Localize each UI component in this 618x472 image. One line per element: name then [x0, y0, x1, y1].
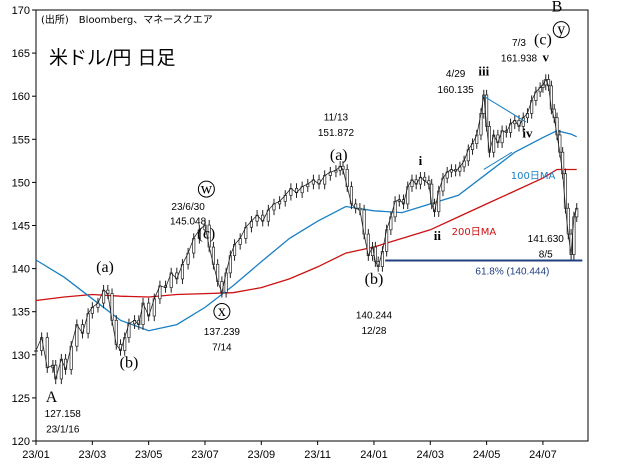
- wave-label-v: v: [543, 50, 550, 65]
- wave-label-ii: ii: [434, 228, 442, 243]
- x-axis: 23/01 23/03 23/05 23/07 23/09 23/11 24/01 24/03…: [22, 441, 557, 461]
- annotation-w2: 145.048: [170, 217, 207, 228]
- wave-label-wb1: (b): [120, 355, 139, 372]
- y-tick-label: 135: [12, 307, 30, 319]
- price-candle-body: [430, 183, 434, 205]
- plot-frame: [35, 9, 589, 442]
- annotation-a2: 23/1/16: [46, 424, 80, 435]
- y-tick-label: 150: [12, 177, 30, 189]
- x-tick-label: 23/01: [22, 449, 50, 461]
- annotation-n1: 11/13: [324, 112, 349, 123]
- x-tick-label: 24/01: [360, 449, 388, 461]
- wave-circle: [197, 180, 215, 198]
- x-tick-label: 23/03: [79, 449, 107, 461]
- x-tick-label: 23/07: [191, 449, 219, 461]
- wave-label-Y: y: [557, 21, 565, 38]
- wave-label-X: x: [218, 303, 226, 320]
- annotation-f1: 141.630: [528, 234, 565, 245]
- chart-title: 米ドル/円 日足: [49, 47, 175, 69]
- annotation-x1: 137.239: [204, 327, 241, 338]
- x-tick-label: 24/05: [473, 449, 501, 461]
- wave-label-wa1: (a): [96, 259, 114, 276]
- y-tick-label: 140: [12, 264, 30, 276]
- annotation-f2: 8/5: [539, 249, 553, 260]
- fib-level-label: 61.8% (140.444): [475, 266, 549, 277]
- y-tick-label: 170: [12, 5, 30, 17]
- annotation-e2: 161.938: [501, 54, 538, 65]
- wave-label-wc2: (c): [534, 31, 552, 48]
- wave-circle: [213, 303, 231, 321]
- price-line: [35, 78, 578, 380]
- price-candle-body: [572, 216, 576, 255]
- wave-label-W: w: [201, 181, 213, 198]
- x-tick-label: 24/07: [529, 449, 557, 461]
- wave-circle: [552, 21, 570, 39]
- y-tick-label: 130: [12, 350, 30, 362]
- annotation-d2: 160.135: [438, 85, 475, 96]
- wave-label-B: B: [552, 0, 563, 16]
- price-candle-body: [485, 94, 489, 127]
- y-tick-label: 155: [12, 134, 30, 146]
- y-axis: 120 125 130 135 140 145 150 155 160 165 170: [12, 5, 36, 448]
- wave-label-A: A: [46, 389, 58, 406]
- y-tick-label: 145: [12, 221, 30, 233]
- price-candle-body: [34, 350, 38, 352]
- x-tick-label: 23/05: [135, 449, 163, 461]
- annotation-d1: 4/29: [446, 69, 466, 80]
- ma200-line: [35, 168, 577, 302]
- annotation-w1: 23/6/30: [171, 202, 205, 213]
- wave-label-iii: iii: [478, 64, 489, 79]
- wave-label-i: i: [419, 153, 423, 168]
- wave-label-iv: iv: [522, 126, 533, 141]
- annotation-x2: 7/14: [212, 342, 232, 353]
- ma100-label: 100日MA: [511, 171, 556, 182]
- annotation-b1: 140.244: [356, 311, 393, 322]
- source-note: (出所) Bloomberg、マネースクエア: [41, 13, 213, 26]
- wave-label-wa2: (a): [330, 147, 348, 164]
- x-tick-label: 24/03: [417, 449, 445, 461]
- ma200-label: 200日MA: [452, 227, 497, 238]
- x-tick-label: 23/11: [304, 449, 331, 461]
- annotation-b2: 12/28: [361, 326, 386, 337]
- annotation-a1: 127.158: [45, 409, 82, 420]
- annotation-e1: 7/3: [512, 38, 526, 49]
- wave-label-wc1: (c): [198, 225, 216, 242]
- triangle-upper-line: [483, 95, 527, 123]
- wave-label-wb2: (b): [365, 271, 384, 288]
- annotation-n2: 151.872: [318, 128, 355, 139]
- x-tick-label: 23/09: [248, 449, 276, 461]
- price-candle-body: [566, 207, 570, 235]
- price-candle-body: [549, 85, 553, 110]
- triangle-lower-line: [483, 151, 513, 170]
- y-tick-label: 120: [12, 436, 30, 448]
- plot-area: 61.8% (140.444) 100日MA 200日MA A 127.158 23/1/…: [34, 0, 583, 435]
- y-tick-label: 125: [12, 393, 30, 405]
- y-tick-label: 160: [12, 91, 30, 103]
- y-tick-label: 165: [12, 48, 30, 60]
